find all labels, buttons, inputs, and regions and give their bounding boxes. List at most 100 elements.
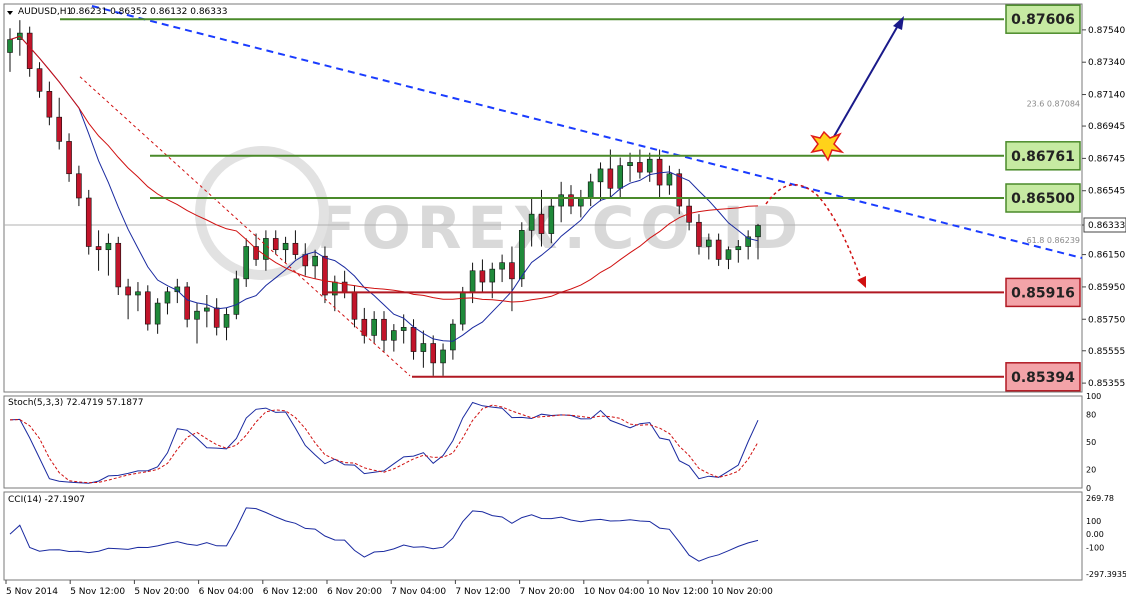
time-axis-label: 10 Nov 12:00 [648,587,709,597]
candle-body [26,32,33,69]
candle-body [518,230,525,280]
candle-body [76,173,82,199]
fib-label: 23.6 0.87084 [1027,100,1080,109]
candle-body [56,116,63,142]
candle-body [627,162,633,166]
candle-body [263,238,269,260]
symbol-label: AUDUSD,H1 [18,7,72,17]
candle-body [361,318,368,336]
time-axis-label: 10 Nov 04:00 [584,587,645,597]
price-axis-label: 0.85555 [1088,347,1125,357]
stoch-d-line [9,404,759,484]
candle-body [755,225,761,238]
candle-body [36,68,43,92]
candle-body [646,158,653,173]
candle-body [735,246,742,251]
price-axis-label: 0.85950 [1088,283,1125,293]
fib-label: 61.8 0.86239 [1027,236,1080,245]
stoch-axis-label: 80 [1086,410,1096,419]
cci-panel-frame [3,491,1083,581]
time-axis-label: 7 Nov 12:00 [455,587,510,597]
cci-axis-label: 100 [1086,517,1101,526]
level-label: 0.85916 [1011,285,1075,301]
stoch-k-line [9,401,759,484]
level-box-support [1005,362,1081,392]
main-panel-frame [3,3,1083,393]
bearish-projection [765,183,863,283]
candle-body [715,239,722,260]
candle-body [440,349,446,364]
trendline-resistance [91,5,1083,259]
cci-axis-label: 0.00 [1086,530,1104,539]
candle-body [7,39,13,53]
candle-body [292,242,299,255]
candle-body [351,291,358,320]
candle-body [194,310,200,320]
candle-body [391,330,397,341]
candle-body [509,262,515,280]
candle-body [587,181,594,199]
candle-body [538,213,545,234]
level-label: 0.86500 [1011,191,1075,207]
fib-trend-line [79,76,411,377]
level-label: 0.86761 [1011,149,1075,165]
candle-body [282,242,289,251]
candle-body [459,291,466,325]
candle-body [302,254,309,267]
candle-body [725,249,732,260]
candle-body [233,278,240,315]
cci-line [9,507,759,562]
candle-body [400,327,407,331]
price-axis-label: 0.86745 [1088,154,1125,164]
current-price-marker [1083,217,1126,233]
stoch-axis-label: 0 [1086,484,1091,493]
price-axis-label: 0.85750 [1088,315,1125,325]
stoch-panel-frame [3,395,1083,489]
candle-body [95,246,102,251]
level-box-resistance [1005,4,1081,34]
candle-body [243,246,250,280]
time-axis-label: 6 Nov 04:00 [199,587,254,597]
level-box-resistance [1005,141,1081,171]
price-axis-label: 0.86545 [1088,187,1125,197]
time-axis-label: 5 Nov 12:00 [70,587,125,597]
time-axis-label: 5 Nov 20:00 [134,587,189,597]
price-axis-label: 0.87540 [1088,26,1125,36]
time-axis-label: 7 Nov 20:00 [520,587,575,597]
cci-axis-label: -100 [1086,544,1104,553]
price-axis-label: 0.87140 [1088,91,1125,101]
candle-body [253,246,259,260]
candle-body [696,221,702,247]
candle-body [676,173,683,207]
candle-body [410,327,417,352]
ma-fast-line [9,35,759,342]
candle-body [213,307,220,328]
price-axis-label: 0.87340 [1088,58,1125,68]
bearish-arrow-head [857,276,866,288]
candle-body [85,197,92,247]
price-axis-label: 0.86150 [1088,251,1125,261]
candle-body [322,255,328,296]
candle-body [479,270,486,283]
candle-body [499,262,505,270]
level-label: 0.87606 [1011,12,1075,28]
candle-body [666,173,673,186]
candle-body [105,242,112,251]
candle-body [144,291,151,325]
dropdown-icon[interactable] [7,11,13,15]
cci-axis-label: 269.78 [1086,494,1114,503]
candle-body [637,162,643,173]
cci-label: CCI(14) -27.1907 [8,495,85,505]
candle-body [125,286,131,296]
time-axis-label: 7 Nov 04:00 [391,587,446,597]
candle-body [381,318,387,341]
candle-body [617,165,624,189]
candle-body [223,314,230,328]
candle-body [312,255,318,267]
level-box-resistance [1005,183,1081,213]
time-axis-label: 6 Nov 12:00 [263,587,318,597]
candle-body [450,323,456,351]
time-axis-label: 6 Nov 20:00 [327,587,382,597]
